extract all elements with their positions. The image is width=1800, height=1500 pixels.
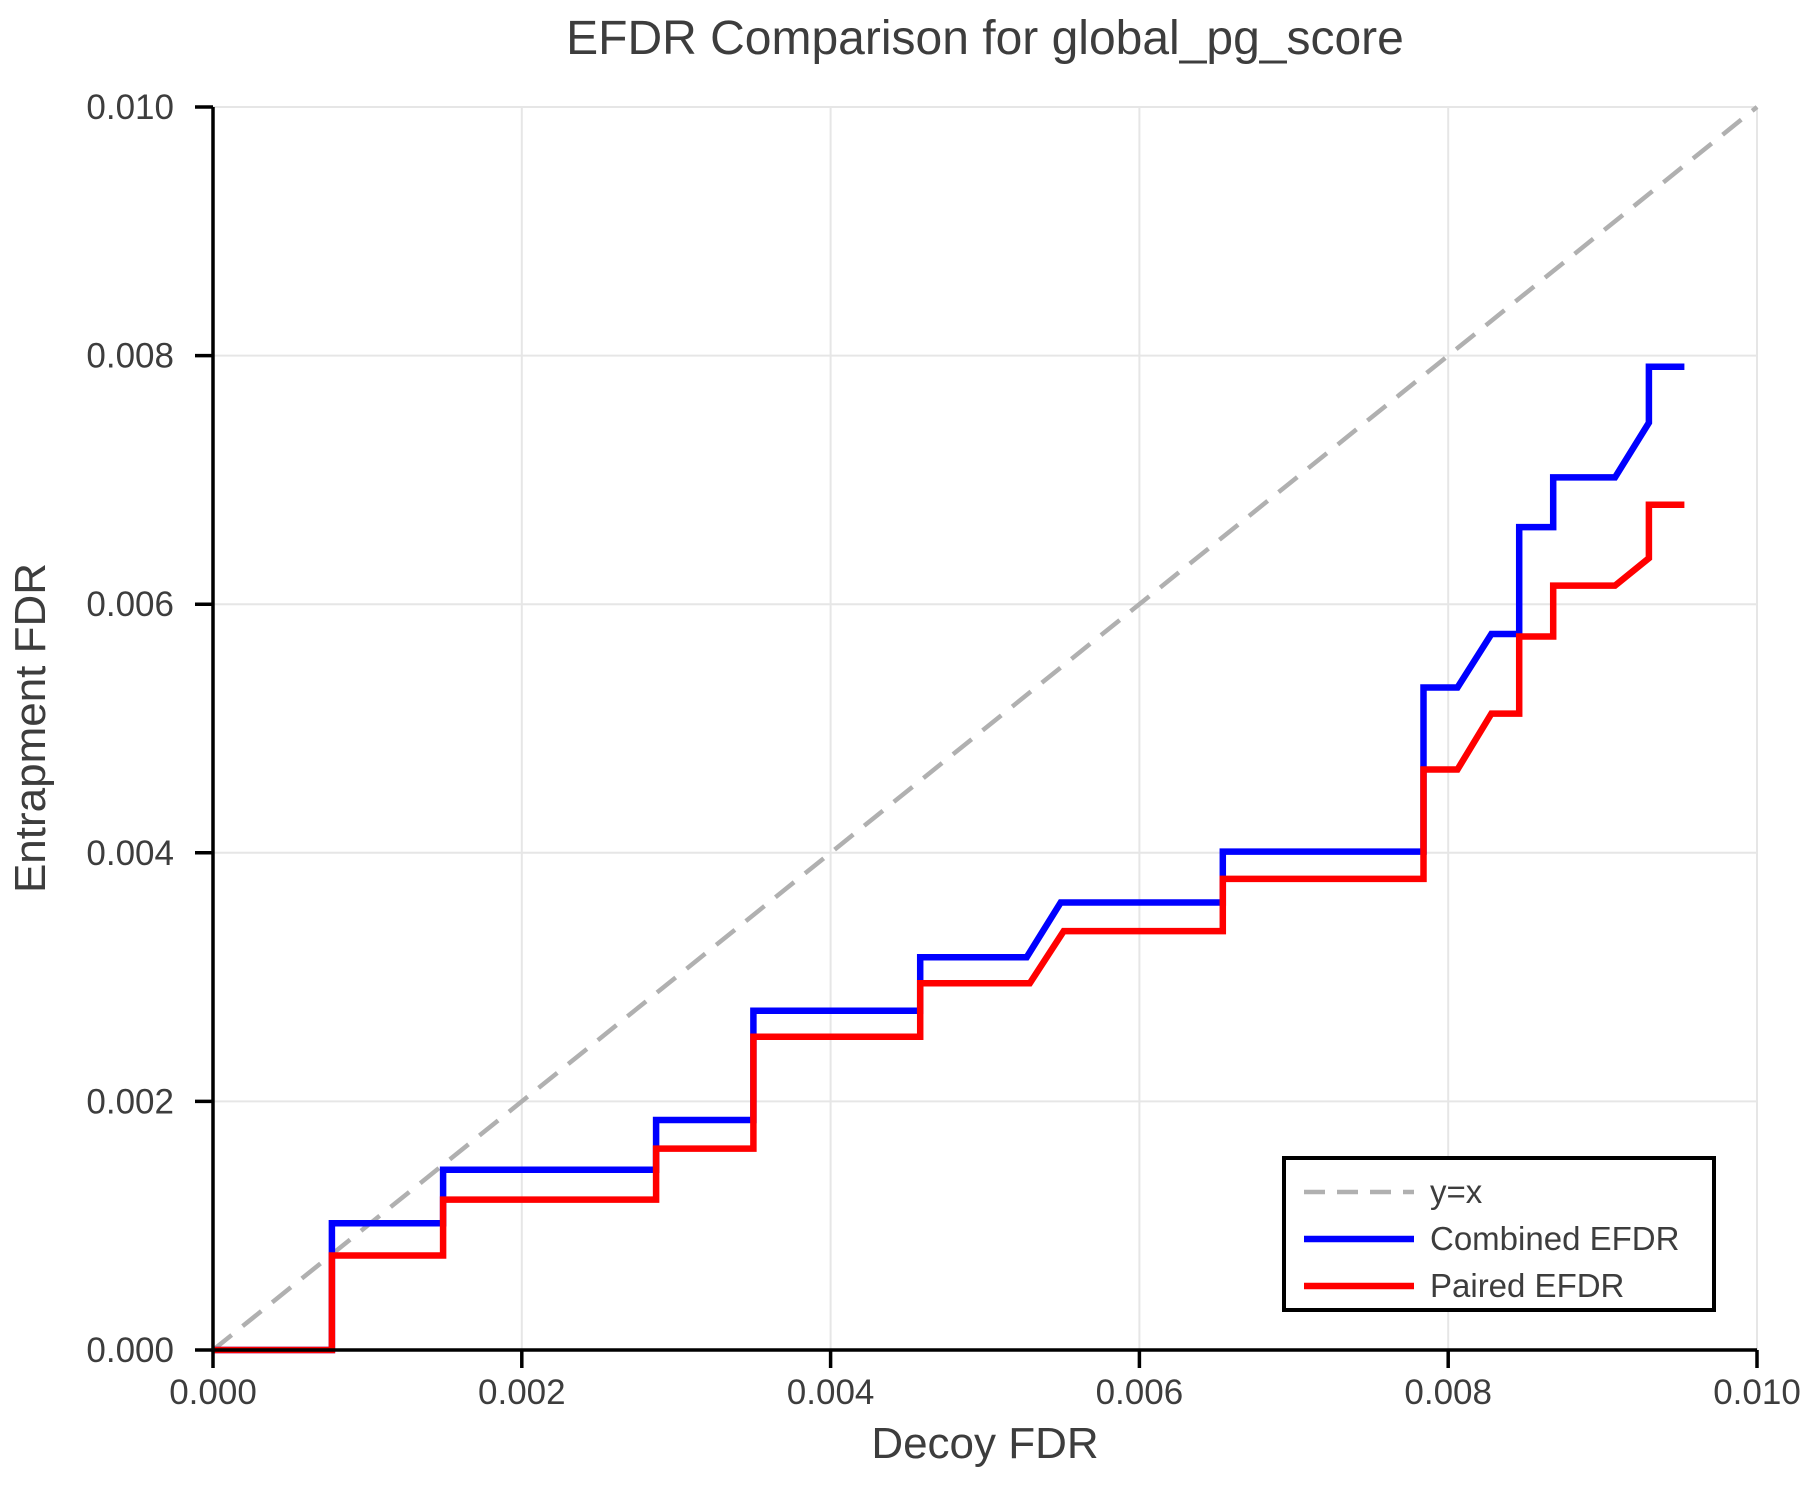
- legend-item-label: Combined EFDR: [1430, 1220, 1679, 1257]
- y-tick-label: 0.004: [86, 834, 174, 873]
- legend: y=x Combined EFDR Paired EFDR: [1282, 1156, 1716, 1312]
- legend-item-label: Paired EFDR: [1430, 1267, 1624, 1304]
- series-lines: [213, 363, 1685, 1354]
- y-tick-label: 0.008: [86, 337, 174, 376]
- chart-title: EFDR Comparison for global_pg_score: [566, 12, 1404, 65]
- identity-line-group: [211, 105, 1759, 1352]
- y-tick-label: 0.000: [86, 1331, 174, 1370]
- x-tick-label: 0.004: [787, 1373, 875, 1412]
- x-tick-label: 0.006: [1096, 1373, 1184, 1412]
- y-tick-label: 0.006: [86, 585, 174, 624]
- x-tick-label: 0.010: [1713, 1373, 1800, 1412]
- y-tick-label: 0.002: [86, 1082, 174, 1121]
- axes: [211, 107, 1757, 1352]
- x-tick-label: 0.008: [1404, 1373, 1492, 1412]
- axis-ticks: 0.000 0.002 0.004 0.006 0.008 0.010 0.000 0.002…: [86, 88, 1800, 1412]
- x-axis-label: Decoy FDR: [871, 1419, 1098, 1468]
- gridlines: [213, 106, 1758, 1350]
- y-tick-label: 0.010: [86, 88, 174, 127]
- legend-item-label: y=x: [1430, 1173, 1483, 1210]
- series-line-paired-efdr: [213, 501, 1685, 1354]
- y-axis-label: Entrapment FDR: [6, 563, 55, 893]
- x-tick-label: 0.000: [169, 1373, 257, 1412]
- x-tick-label: 0.002: [478, 1373, 566, 1412]
- series-line-y-x: [211, 105, 1759, 1352]
